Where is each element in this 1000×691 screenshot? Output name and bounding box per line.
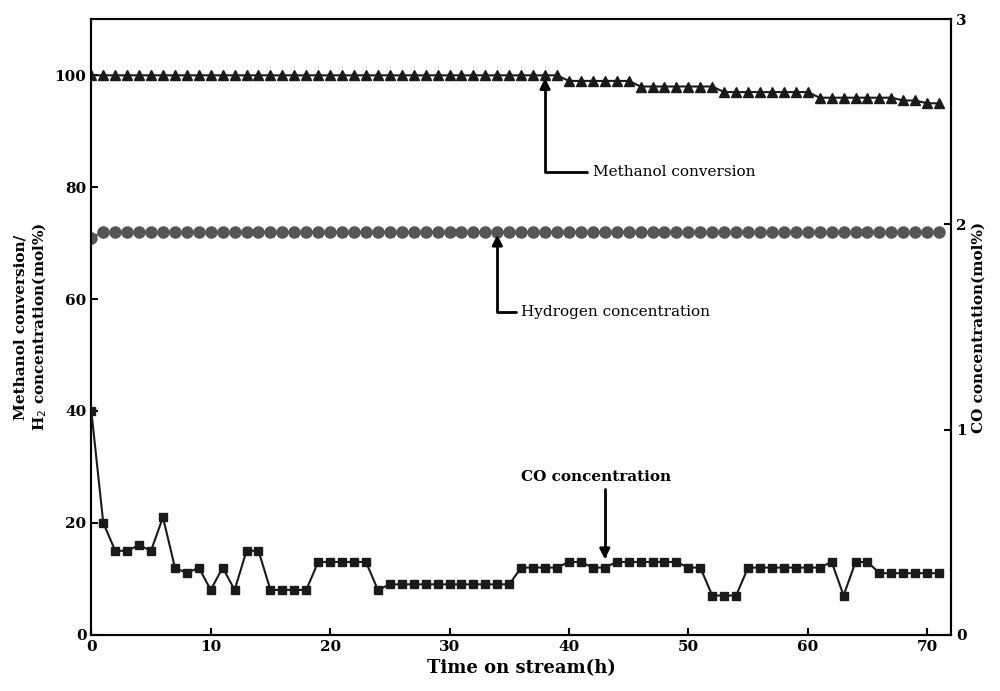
Y-axis label: CO concentration(mol%): CO concentration(mol%) (972, 222, 986, 433)
X-axis label: Time on stream(h): Time on stream(h) (427, 659, 616, 677)
Text: Methanol conversion: Methanol conversion (541, 82, 755, 179)
Text: CO concentration: CO concentration (521, 470, 671, 556)
Text: Hydrogen concentration: Hydrogen concentration (493, 238, 710, 319)
Y-axis label: Methanol conversion/
H$_2$ concentration(mol%): Methanol conversion/ H$_2$ concentration… (14, 223, 49, 431)
